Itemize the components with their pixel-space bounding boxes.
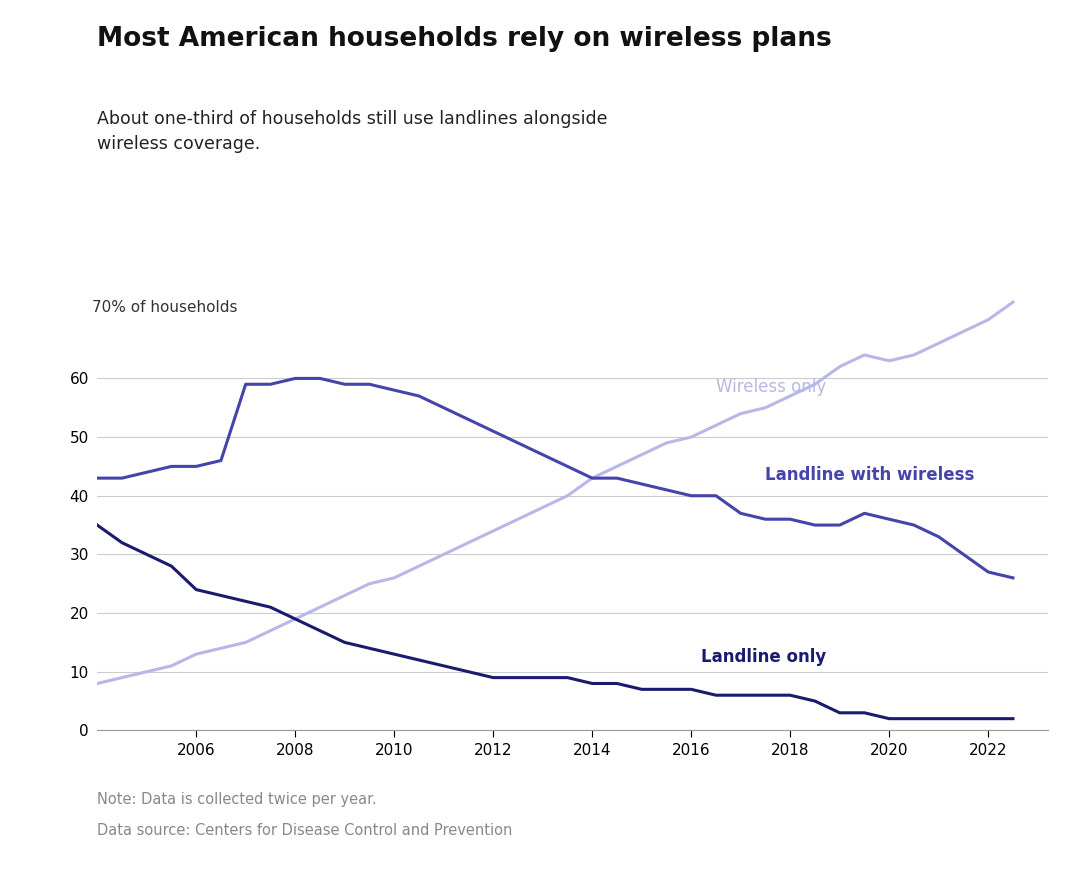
Text: Landline with wireless: Landline with wireless	[766, 466, 975, 484]
Text: Note: Data is collected twice per year.: Note: Data is collected twice per year.	[97, 792, 377, 807]
Text: Most American households rely on wireless plans: Most American households rely on wireles…	[97, 26, 832, 53]
Text: Landline only: Landline only	[701, 648, 826, 666]
Text: About one-third of households still use landlines alongside
wireless coverage.: About one-third of households still use …	[97, 110, 608, 153]
Text: 70% of households: 70% of households	[92, 300, 238, 315]
Text: Data source: Centers for Disease Control and Prevention: Data source: Centers for Disease Control…	[97, 823, 513, 838]
Text: Wireless only: Wireless only	[716, 378, 826, 396]
